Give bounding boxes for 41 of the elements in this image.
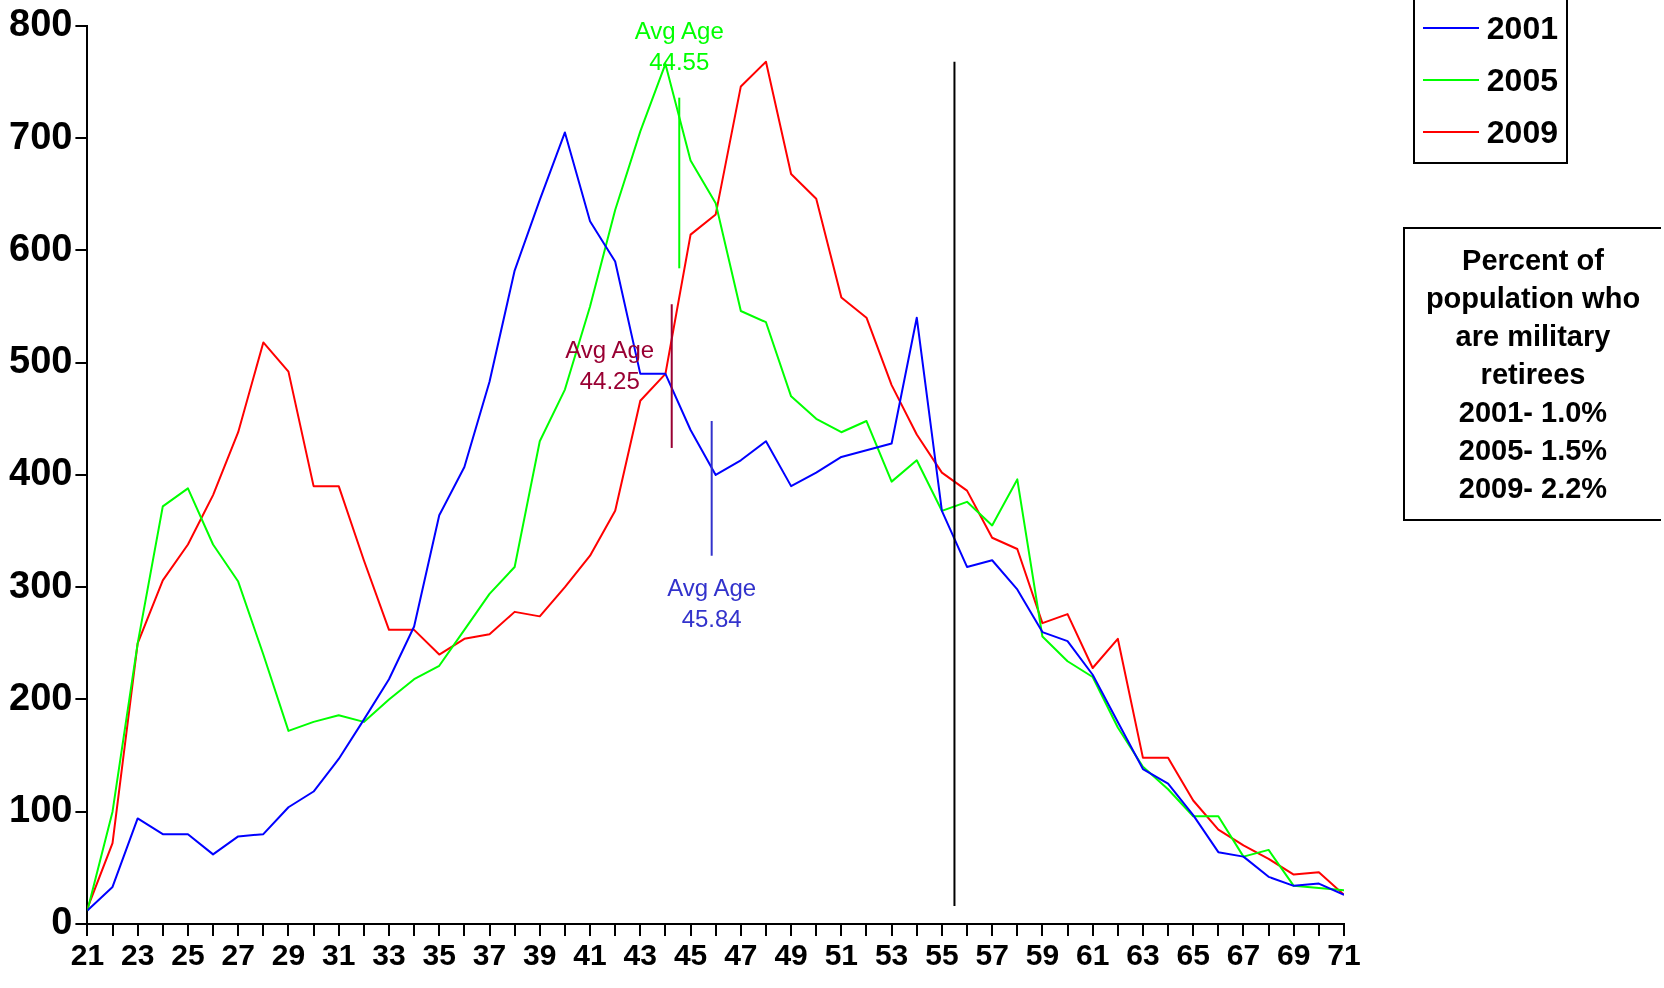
x-tick-label: 43 — [623, 938, 657, 972]
x-tick-label: 37 — [472, 938, 507, 972]
x-tick-label: 55 — [925, 938, 959, 972]
y-tick-label: 300 — [9, 563, 73, 606]
y-tick-label: 100 — [9, 788, 73, 831]
ref-line-label: Avg Age 44.55 — [634, 17, 724, 76]
x-tick-label: 61 — [1075, 938, 1110, 972]
x-tick-label: 65 — [1176, 938, 1210, 972]
legend-label: 2009 — [1486, 113, 1558, 152]
y-tick-label: 0 — [51, 900, 73, 943]
x-tick-label: 21 — [70, 938, 105, 972]
x-tick-label: 25 — [171, 938, 205, 972]
legend-label: 2005 — [1486, 61, 1558, 100]
x-tick-label: 57 — [975, 938, 1009, 972]
text: Percent of population who are military retirees 2001- 1.0% 2005- 1.5% 2009- 2.2% — [1403, 227, 1661, 521]
x-tick-label: 39 — [523, 938, 557, 972]
x-tick-label: 71 — [1327, 938, 1361, 972]
x-tick-label: 31 — [322, 938, 356, 972]
y-tick-label: 400 — [9, 451, 73, 494]
x-tick-label: 35 — [422, 938, 456, 972]
x-tick-label: 59 — [1025, 938, 1060, 972]
y-tick-label: 600 — [9, 226, 73, 269]
legend-label: 2001 — [1486, 9, 1558, 48]
x-tick-label: 69 — [1277, 938, 1311, 972]
x-tick-label: 51 — [824, 938, 859, 972]
y-tick-label: 500 — [9, 339, 73, 382]
x-tick-label: 53 — [874, 938, 909, 972]
x-tick-label: 33 — [372, 938, 406, 972]
x-tick-label: 29 — [271, 938, 306, 972]
x-tick-label: 23 — [120, 938, 155, 972]
x-tick-label: 63 — [1126, 938, 1160, 972]
x-tick-label: 47 — [724, 938, 758, 972]
y-tick-label: 200 — [9, 675, 73, 718]
x-tick-label: 45 — [673, 938, 708, 972]
y-tick-label: 800 — [9, 2, 73, 45]
x-tick-label: 67 — [1226, 938, 1261, 972]
x-tick-label: 49 — [774, 938, 808, 972]
x-tick-label: 27 — [221, 938, 255, 972]
ref-line-label: Avg Age 45.84 — [667, 574, 757, 633]
x-tick-label: 41 — [573, 938, 607, 972]
y-tick-label: 700 — [9, 114, 73, 157]
